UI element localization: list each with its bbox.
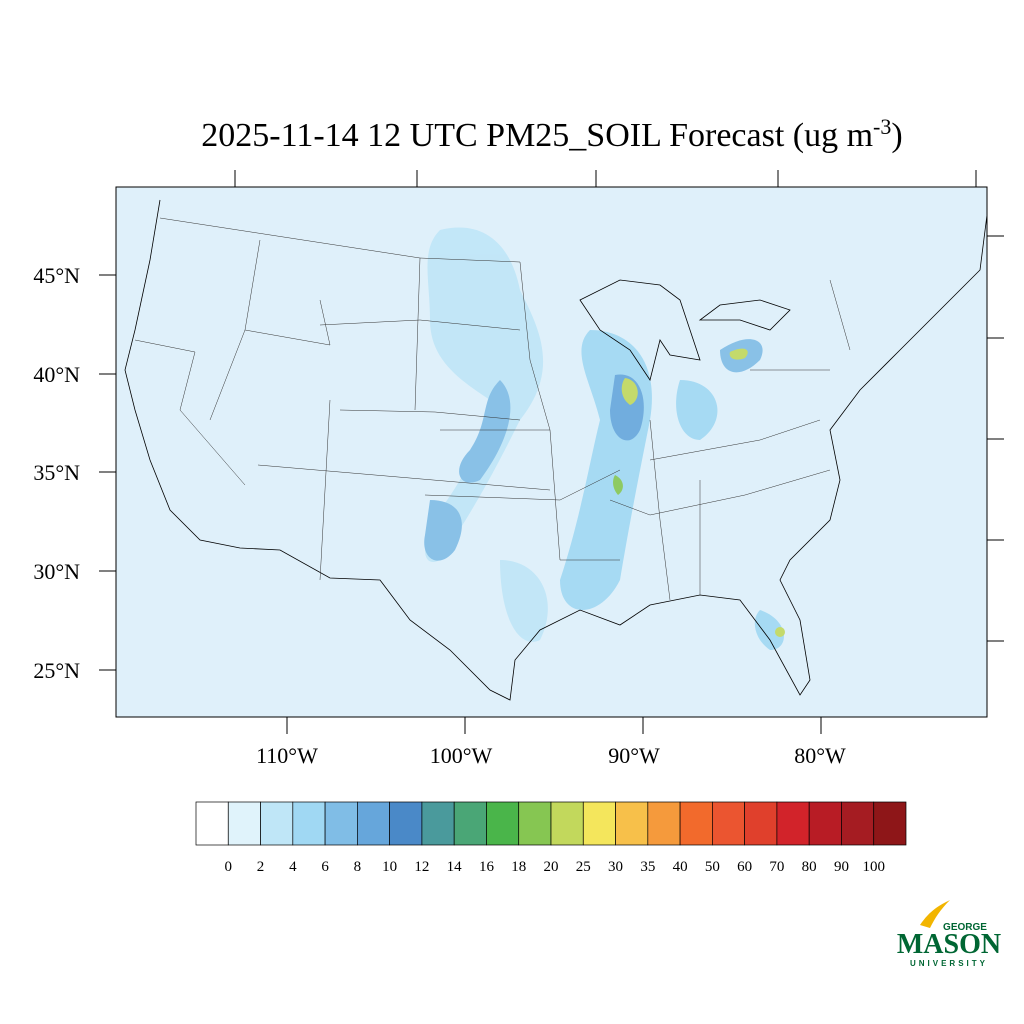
logo-top: GEORGE [943, 922, 987, 933]
lat-label: 45°N [33, 263, 80, 288]
colorbar-swatch [712, 801, 745, 846]
colorbar-swatch [421, 801, 455, 846]
logo: GEORGE MASON UNIVERSITY [897, 900, 1001, 968]
title: 2025-11-14 12 UTC PM25_SOIL Forecast (ug… [201, 114, 902, 154]
colorbar-label: 50 [705, 859, 720, 875]
colorbar-swatch [582, 801, 616, 846]
colorbar: 0 2 4 6 8 10 12 14 16 18 20 25 30 35 40 50 60 70 80 90 100 [195, 801, 907, 875]
colorbar-swatch [841, 801, 875, 846]
colorbar-swatch [615, 801, 649, 846]
title-superscript: -3 [873, 114, 891, 139]
colorbar-swatch [357, 801, 390, 846]
map: 45°N 40°N 35°N 30°N 25°N 110°W 100°W 90°W 80°W [33, 170, 1004, 768]
lat-label: 40°N [33, 362, 80, 387]
colorbar-swatch [679, 801, 713, 846]
colorbar-label: 25 [576, 859, 591, 875]
lat-label: 30°N [33, 559, 80, 584]
colorbar-label: 100 [862, 859, 885, 875]
lon-label: 100°W [430, 743, 493, 768]
great-lakes [579, 279, 791, 381]
state-borders [134, 217, 851, 601]
lon-label: 80°W [794, 743, 846, 768]
colorbar-swatch [808, 801, 842, 846]
colorbar-label: 4 [289, 859, 297, 875]
colorbar-swatch [227, 801, 261, 846]
colorbar-label: 0 [225, 859, 233, 875]
colorbar-swatch [518, 801, 552, 846]
colorbar-swatch [324, 801, 358, 846]
colorbar-label: 2 [257, 859, 265, 875]
logo-bottom: UNIVERSITY [910, 959, 988, 968]
colorbar-label: 18 [511, 859, 526, 875]
colorbar-swatch [873, 801, 907, 846]
colorbar-label: 80 [802, 859, 817, 875]
logo-middle: MASON [897, 929, 1001, 960]
colorbar-label: 16 [479, 859, 495, 875]
lon-label: 110°W [256, 743, 318, 768]
colorbar-swatch [453, 801, 487, 846]
title-main: 2025-11-14 12 UTC PM25_SOIL Forecast (ug… [201, 117, 873, 154]
lon-labels: 110°W 100°W 90°W 80°W [256, 743, 846, 768]
colorbar-label: 8 [354, 859, 362, 875]
lat-label: 25°N [33, 658, 80, 683]
colorbar-swatch [389, 801, 423, 846]
plume-areas [424, 227, 785, 650]
map-ticks [99, 170, 1004, 734]
colorbar-label: 14 [447, 859, 463, 875]
colorbar-swatch [550, 801, 584, 846]
colorbar-label: 60 [737, 859, 752, 875]
colorbar-label: 70 [769, 859, 784, 875]
colorbar-swatch [776, 801, 810, 846]
colorbar-label: 35 [640, 859, 655, 875]
colorbar-swatch [486, 801, 520, 846]
colorbar-label: 90 [834, 859, 849, 875]
colorbar-label: 30 [608, 859, 623, 875]
colorbar-swatch [195, 801, 229, 846]
colorbar-swatch [260, 801, 294, 846]
lon-label: 90°W [608, 743, 660, 768]
lat-labels: 45°N 40°N 35°N 30°N 25°N [33, 263, 80, 683]
lat-label: 35°N [33, 460, 80, 485]
colorbar-label: 20 [544, 859, 559, 875]
colorbar-swatch [647, 801, 681, 846]
title-close: ) [891, 117, 902, 154]
colorbar-swatch [744, 801, 778, 846]
colorbar-label: 10 [382, 859, 397, 875]
colorbar-swatch [292, 801, 326, 846]
colorbar-label: 6 [321, 859, 329, 875]
colorbar-label: 40 [673, 859, 688, 875]
colorbar-label: 12 [414, 859, 429, 875]
coastline [124, 199, 988, 701]
